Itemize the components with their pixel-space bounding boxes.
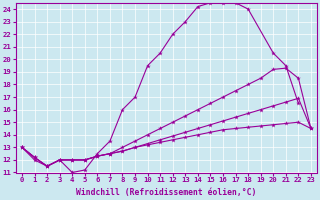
X-axis label: Windchill (Refroidissement éolien,°C): Windchill (Refroidissement éolien,°C) <box>76 188 257 197</box>
